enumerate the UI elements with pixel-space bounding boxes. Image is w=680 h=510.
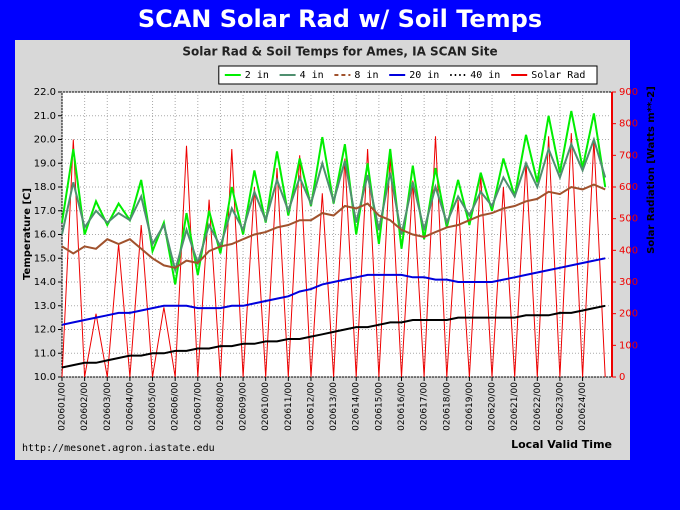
y2-tick-label: 700 [619, 150, 638, 161]
y2-tick-label: 100 [619, 340, 638, 351]
y2-tick-label: 800 [619, 119, 638, 130]
lines [61, 110, 607, 378]
y-tick-label: 13.0 [34, 301, 56, 312]
x-tick-label: 020609/00 [239, 382, 249, 431]
x-tick-label: 020601/00 [58, 382, 68, 431]
x-tick-label: 020617/00 [420, 382, 430, 431]
y-tick-label: 11.0 [34, 348, 56, 359]
x-tick-label: 020616/00 [397, 382, 407, 431]
series-line [61, 183, 606, 269]
x-tick-label: 020604/00 [125, 382, 135, 431]
x-tick-label: 020624/00 [578, 382, 588, 431]
series-line [61, 304, 606, 369]
x-tick-label: 020615/00 [374, 382, 384, 431]
x-tick-label: 020613/00 [329, 382, 339, 431]
y-tick-label: 16.0 [34, 230, 56, 241]
x-tick-label: 020621/00 [510, 382, 520, 431]
y2-tick-label: 600 [619, 182, 638, 193]
legend-label: 8 in [354, 70, 378, 81]
legend-box [218, 65, 598, 85]
x-tick-label: 020607/00 [193, 382, 203, 431]
x-tick-label: 020612/00 [306, 382, 316, 431]
x-tick-label: 020606/00 [171, 382, 181, 431]
x-tick-label: 020618/00 [442, 382, 452, 431]
slide-title: SCAN Solar Rad w/ Soil Temps [138, 5, 542, 33]
x-tick-label: 020602/00 [80, 382, 90, 431]
y2-tick-label: 900 [619, 87, 638, 98]
y-tick-label: 22.0 [34, 87, 56, 98]
y2-tick-label: 0 [619, 372, 625, 383]
x-tick-label: 020605/00 [148, 382, 158, 431]
y-tick-label: 12.0 [34, 325, 56, 336]
plot-area [61, 91, 613, 378]
x-tick-label: 020623/00 [555, 382, 565, 431]
x-tick-label: 020610/00 [261, 382, 271, 431]
legend-label: 20 in [409, 70, 439, 81]
y-tick-label: 19.0 [34, 158, 56, 169]
legend: 2 in 4 in 8 in 20 in 40 in Solar Rad [218, 65, 598, 85]
y2-tick-label: 300 [619, 277, 638, 288]
y-tick-label: 18.0 [34, 182, 56, 193]
x-tick-label: 020603/00 [103, 382, 113, 431]
y-tick-label: 10.0 [34, 372, 56, 383]
y2-tick-label: 500 [619, 214, 638, 225]
y-tick-label: 14.0 [34, 277, 56, 288]
grid [58, 91, 616, 381]
y2-tick-label: 200 [619, 309, 638, 320]
series-line [61, 133, 606, 378]
legend-label: Solar Rad [531, 70, 585, 81]
x-tick-label: 020620/00 [488, 382, 498, 431]
y-tick-label: 21.0 [34, 111, 56, 122]
y-tick-label: 15.0 [34, 253, 56, 264]
x-tick-label: 020608/00 [216, 382, 226, 431]
x-tick-label: 020622/00 [533, 382, 543, 431]
x-axis-label: Local Valid Time [511, 438, 612, 451]
source-note: http://mesonet.agron.iastate.edu [22, 443, 215, 454]
y2-axis-label: Solar Radiation [Watts m**-2] [646, 86, 657, 254]
x-tick-label: 020619/00 [465, 382, 475, 431]
y-tick-label: 20.0 [34, 135, 56, 146]
series-line [61, 136, 607, 274]
chart-title: Solar Rad & Soil Temps for Ames, IA SCAN… [182, 45, 497, 59]
y2-tick-label: 400 [619, 245, 638, 256]
legend-label: 2 in [245, 70, 269, 81]
y-axis-label: Temperature [C] [22, 188, 33, 280]
x-tick-label: 020614/00 [352, 382, 362, 431]
series-line [61, 257, 606, 326]
legend-label: 4 in [300, 70, 324, 81]
x-tick-label: 020611/00 [284, 382, 294, 431]
legend-label: 40 in [470, 70, 500, 81]
y-tick-label: 17.0 [34, 206, 56, 217]
